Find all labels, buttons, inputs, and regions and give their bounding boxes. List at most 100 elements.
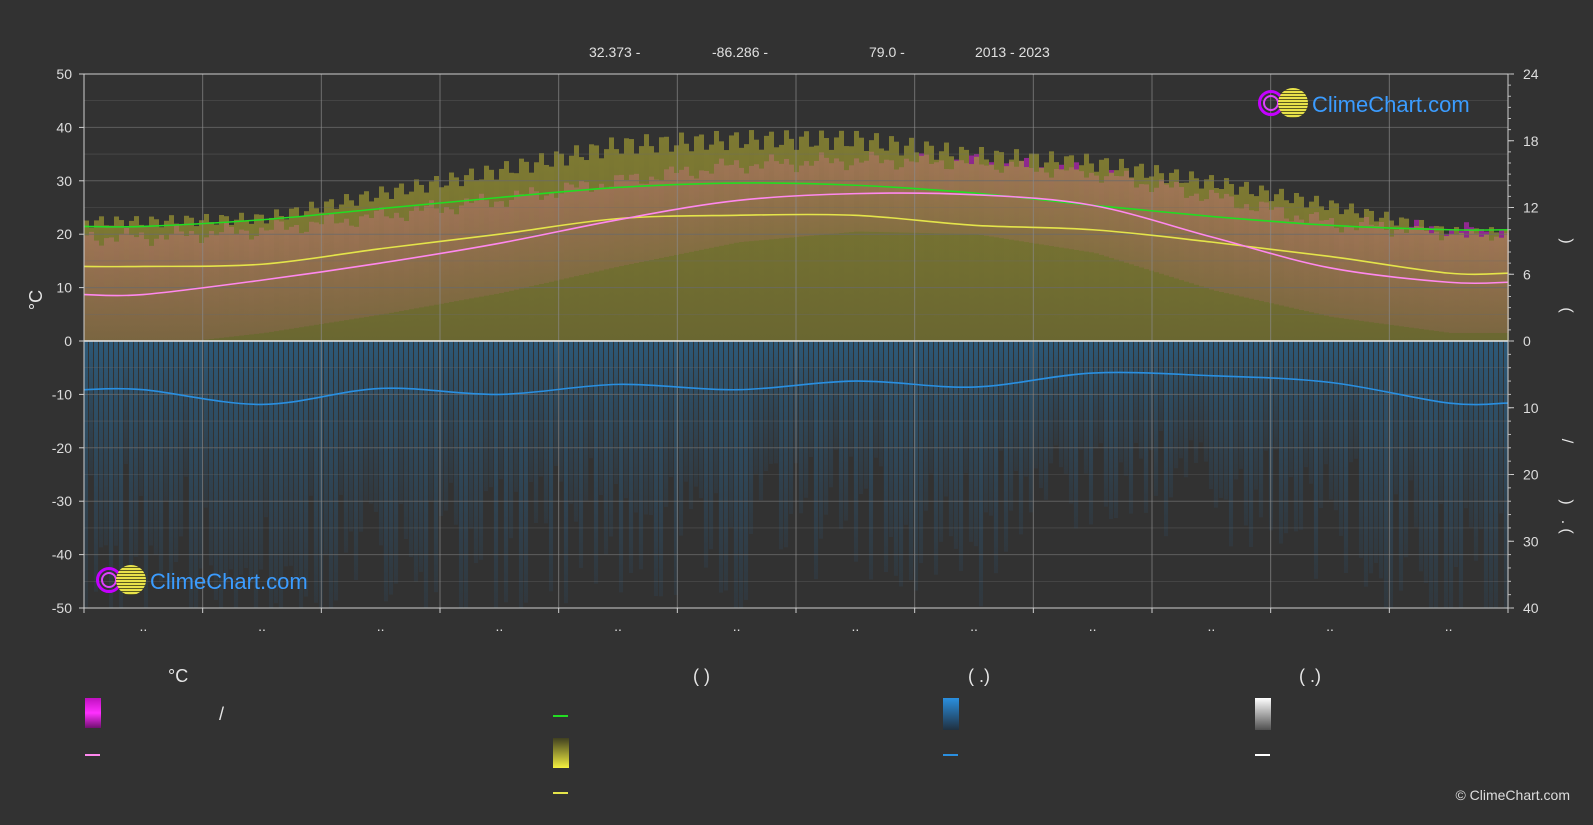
sunshine-bar <box>399 183 404 341</box>
precip-bar <box>904 341 908 525</box>
month-label: .. <box>1326 618 1334 634</box>
precip-bar <box>369 341 373 504</box>
legend-temp-mean-line <box>85 754 100 756</box>
precip-bar <box>409 341 413 557</box>
right-tick-label: 40 <box>1523 600 1539 616</box>
sunshine-bar <box>489 169 494 341</box>
sunshine-bar <box>599 158 604 341</box>
precip-bar <box>134 341 138 557</box>
sunshine-bar <box>234 219 239 341</box>
precip-bar <box>1204 341 1208 462</box>
precip-bar <box>864 341 868 489</box>
sunshine-bar <box>1319 206 1324 341</box>
precip-bar <box>314 341 318 603</box>
sunshine-bar <box>1179 182 1184 341</box>
precip-bar <box>569 341 573 504</box>
precip-bar <box>1199 341 1203 443</box>
precip-bar <box>264 341 268 518</box>
sunshine-bar <box>1369 210 1374 341</box>
precip-bar <box>1219 341 1223 498</box>
precip-bar <box>779 341 783 550</box>
sunshine-bar <box>1024 167 1029 341</box>
precip-bar <box>379 341 383 546</box>
precip-bar <box>334 341 338 601</box>
sunshine-bar <box>1199 188 1204 341</box>
sunshine-bar <box>754 139 759 341</box>
sunshine-bar <box>244 220 249 341</box>
climechart-logo-bottom[interactable]: ClimeChart.com <box>96 565 308 599</box>
precip-bar <box>1104 341 1108 507</box>
precip-bar <box>474 341 478 564</box>
precip-bar <box>899 341 903 587</box>
precip-bar <box>1149 341 1153 451</box>
sunshine-bar <box>274 209 279 341</box>
precip-bar <box>824 341 828 515</box>
month-label: .. <box>377 618 385 634</box>
sunshine-bar <box>1499 237 1504 341</box>
sunshine-bar <box>449 172 454 341</box>
sunshine-bar <box>379 186 384 341</box>
sunshine-bar <box>424 192 429 341</box>
precip-bar <box>1234 341 1238 480</box>
legend-temp-range-label: / <box>219 704 225 724</box>
sunshine-bar <box>899 155 904 341</box>
logo-text: ClimeChart.com <box>1312 92 1470 117</box>
climechart-logo-top[interactable]: ClimeChart.com <box>1258 88 1470 122</box>
precip-bar <box>304 341 308 597</box>
sunshine-bar <box>174 223 179 341</box>
sunshine-bar <box>1209 175 1214 341</box>
precip-bar <box>99 341 103 548</box>
climechart-logo-icon <box>1258 88 1310 122</box>
precip-bar <box>1394 341 1398 495</box>
precip-bar <box>704 341 708 568</box>
sunshine-bar <box>484 165 489 341</box>
sunshine-bar <box>129 220 134 341</box>
sunshine-bar <box>889 136 894 341</box>
right-axis-label-glyph: ( <box>1558 307 1575 313</box>
sunshine-bar <box>1239 186 1244 341</box>
sunshine-bar <box>1399 217 1404 341</box>
precip-bar <box>1439 341 1443 505</box>
precip-bar <box>939 341 943 542</box>
sunshine-bar <box>249 223 254 341</box>
legend-daylight-line <box>553 715 568 717</box>
sunshine-bar <box>964 149 969 341</box>
sunshine-bar <box>844 146 849 341</box>
sunshine-bar <box>849 146 854 341</box>
sunshine-bar <box>389 198 394 341</box>
sunshine-bar <box>804 131 809 341</box>
precip-bar <box>839 341 843 529</box>
sunshine-bar <box>159 227 164 341</box>
precip-bar <box>694 341 698 487</box>
sunshine-bar <box>199 220 204 341</box>
sunshine-bar <box>1224 178 1229 341</box>
precip-bar <box>1369 341 1373 574</box>
precip-bar <box>129 341 133 584</box>
precip-bar <box>1379 341 1383 579</box>
precip-bar <box>1374 341 1378 563</box>
precip-bar <box>454 341 458 525</box>
sunshine-bar <box>994 150 999 341</box>
precip-bar <box>1209 341 1213 490</box>
precip-bar <box>814 341 818 580</box>
sunshine-bar <box>554 151 559 341</box>
sunshine-bar <box>1459 232 1464 341</box>
sunshine-bar <box>659 137 664 341</box>
precip-bar <box>689 341 693 510</box>
precip-bar <box>1019 341 1023 535</box>
right-axis-label-glyph: / <box>1558 439 1575 444</box>
precip-bar <box>659 341 663 597</box>
sunshine-bar <box>949 156 954 341</box>
precip-bar <box>499 341 503 480</box>
precip-bar <box>1334 341 1338 511</box>
sunshine-bar <box>1059 169 1064 341</box>
sunshine-bar <box>1274 194 1279 341</box>
precip-line <box>83 371 1509 406</box>
precip-bar <box>944 341 948 497</box>
precip-bar <box>414 341 418 582</box>
sunshine-bar <box>559 153 564 341</box>
sunshine-bar <box>1029 153 1034 341</box>
precip-bar <box>1319 341 1323 508</box>
sunshine-bar <box>119 220 124 341</box>
sunshine-bar <box>444 185 449 341</box>
